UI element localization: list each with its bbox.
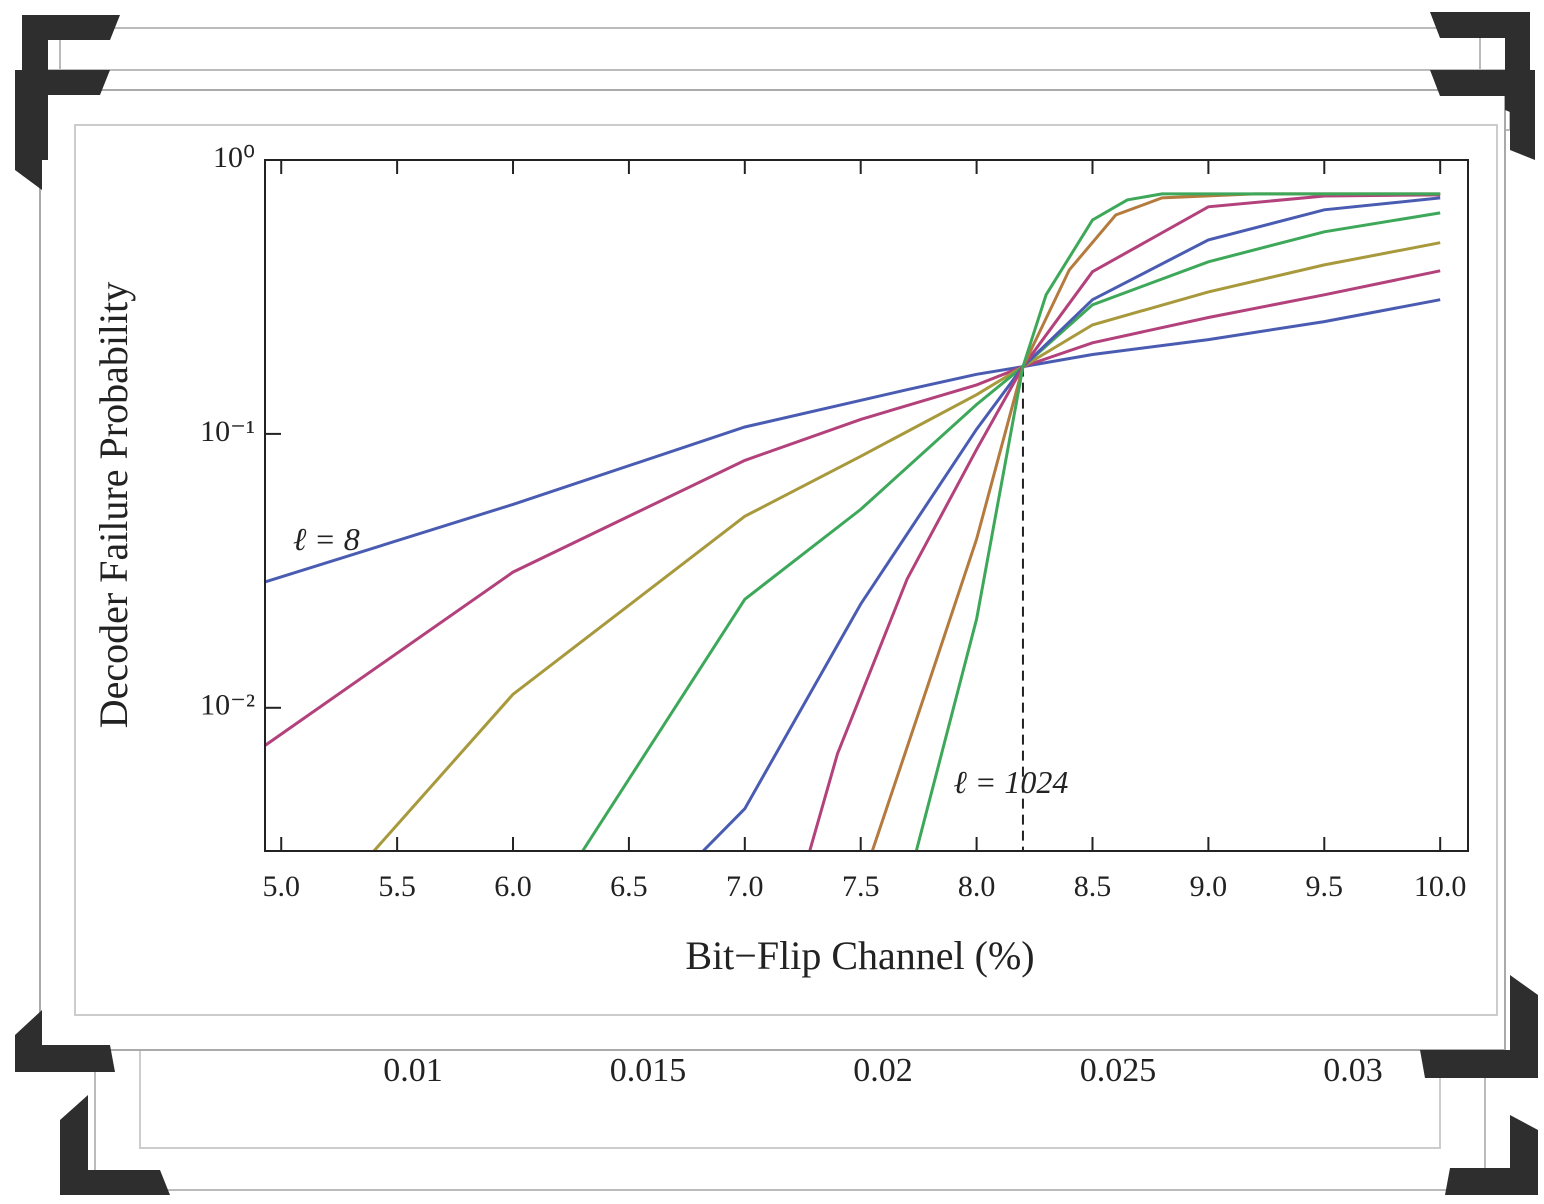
y-tick-label: 10⁰ (213, 141, 255, 174)
background-tick-label: 0.01 (383, 1052, 443, 1089)
x-tick-label: 5.5 (378, 870, 416, 903)
x-tick-label: 7.5 (842, 870, 880, 903)
y-axis-title: Decoder Failure Probability (91, 282, 136, 729)
annotation: ℓ = 8 (293, 521, 360, 557)
x-tick-label: 6.5 (610, 870, 648, 903)
x-tick-label: 9.5 (1306, 870, 1344, 903)
series-line (265, 269, 1441, 747)
x-tick-label: 8.5 (1074, 870, 1112, 903)
background-tick-label: 0.03 (1323, 1052, 1383, 1089)
annotation: ℓ = 1024 (953, 764, 1068, 800)
x-tick-label: 9.0 (1190, 870, 1228, 903)
x-tick-label: 8.0 (958, 870, 996, 903)
x-tick-label: 6.0 (494, 870, 532, 903)
photo-frames (15, 12, 1538, 1195)
background-tick-label: 0.02 (853, 1052, 913, 1089)
y-tick-label: 10⁻¹ (200, 415, 255, 448)
series-line (372, 241, 1441, 851)
x-tick-label: 5.0 (262, 870, 300, 903)
series-line (914, 192, 1441, 851)
x-tick-label: 7.0 (726, 870, 764, 903)
series-line (265, 298, 1441, 584)
background-tick-label: 0.025 (1080, 1052, 1157, 1089)
y-tick-label: 10⁻² (200, 689, 255, 722)
background-tick-label: 0.015 (610, 1052, 687, 1089)
plot-frame (264, 159, 1469, 852)
x-axis-title: Bit−Flip Channel (%) (685, 933, 1034, 978)
x-tick-label: 10.0 (1414, 870, 1467, 903)
